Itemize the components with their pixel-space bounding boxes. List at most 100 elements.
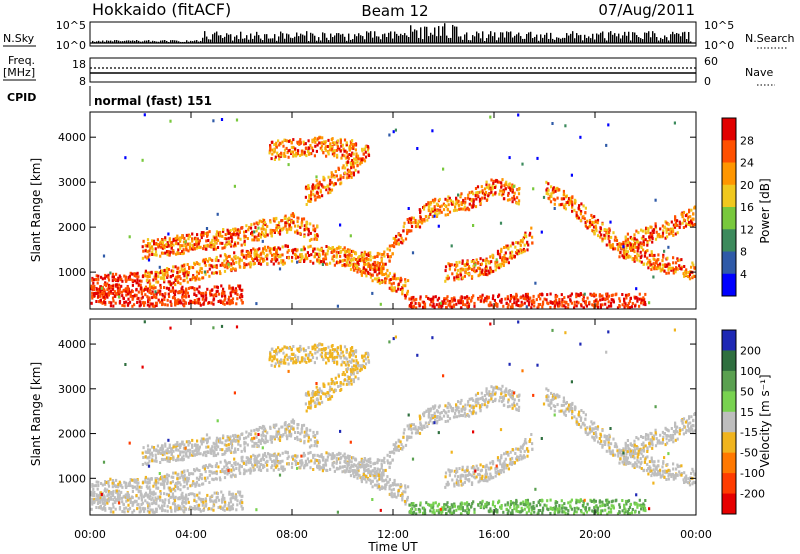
echo-cell xyxy=(272,262,275,266)
echo-cell xyxy=(275,216,278,220)
sky-noise-bar xyxy=(126,40,128,43)
sky-noise-bar xyxy=(102,40,104,43)
echo-cell xyxy=(117,295,121,299)
echo-cell xyxy=(154,477,157,481)
echo-cell xyxy=(176,271,179,274)
echo-cell xyxy=(593,294,596,298)
echo-cell xyxy=(220,284,223,288)
echo-cell xyxy=(277,224,280,228)
echo-cell xyxy=(275,145,278,149)
echo-cell xyxy=(223,497,226,501)
echo-cell xyxy=(330,181,333,185)
echo-cell xyxy=(252,262,255,266)
echo-cell xyxy=(640,254,643,258)
echo-cell xyxy=(633,237,636,241)
echo-cell xyxy=(241,226,244,229)
echo-cell xyxy=(191,438,194,442)
echo-cell xyxy=(401,286,404,289)
echo-cell xyxy=(468,296,471,300)
echo-cell xyxy=(528,301,531,305)
echo-cell xyxy=(336,153,339,157)
echo-cell xyxy=(479,270,482,274)
echo-cell xyxy=(199,303,202,307)
echo-cell xyxy=(146,493,149,497)
echo-cell xyxy=(485,269,488,273)
echo-cell xyxy=(515,294,518,298)
echo-cell xyxy=(286,256,289,259)
echo-cell xyxy=(486,295,489,299)
echo-cell xyxy=(654,261,658,265)
echo-cell xyxy=(599,227,602,230)
echo-cell xyxy=(320,144,324,148)
echo-cell xyxy=(236,232,239,236)
echo-cell xyxy=(144,477,147,481)
echo-cell xyxy=(101,497,104,501)
echo-cell xyxy=(212,504,215,508)
echo-cell xyxy=(330,175,333,179)
echo-cell xyxy=(133,485,136,489)
echo-cell xyxy=(579,293,583,296)
echo-cell xyxy=(592,225,596,229)
echo-cell xyxy=(577,301,580,305)
echo-cell xyxy=(183,267,186,271)
echo-cell xyxy=(143,288,146,291)
echo-cell xyxy=(269,228,272,232)
sky-noise-bar xyxy=(662,39,664,43)
echo-cell xyxy=(346,172,349,176)
echo-cell xyxy=(172,457,175,461)
echo-cell xyxy=(100,493,103,496)
echo-cell xyxy=(346,160,349,164)
echo-cell xyxy=(642,235,645,239)
echo-cell xyxy=(573,208,576,212)
echo-cell xyxy=(584,211,587,215)
echo-cell xyxy=(292,215,295,219)
echo-cell xyxy=(635,229,638,233)
echo-cell xyxy=(147,504,150,508)
echo-cell xyxy=(117,482,120,486)
echo-cell xyxy=(151,496,154,500)
sky-noise-bar xyxy=(282,33,284,43)
echo-cell xyxy=(91,483,94,486)
echo-cell xyxy=(174,508,177,512)
echo-cell xyxy=(221,453,224,456)
echo-cell xyxy=(179,446,182,450)
echo-cell xyxy=(110,301,113,305)
echo-cell xyxy=(376,280,379,284)
echo-cell xyxy=(470,298,473,302)
sky-noise-bar xyxy=(588,36,590,43)
echo-cell xyxy=(324,255,327,259)
echo-cell xyxy=(204,497,207,501)
echo-cell xyxy=(92,494,95,498)
echo-cell xyxy=(233,461,236,465)
echo-cell xyxy=(520,251,523,255)
sky-noise-bar xyxy=(514,35,516,43)
echo-cell xyxy=(507,191,510,195)
echo-cell xyxy=(435,202,438,206)
echo-cell xyxy=(494,268,497,272)
echo-cell xyxy=(224,233,227,237)
echo-cell xyxy=(264,228,267,232)
echo-cell xyxy=(174,279,177,282)
echo-cell xyxy=(392,281,395,285)
echo-cell xyxy=(692,263,695,267)
echo-cell xyxy=(185,476,188,480)
echo-cell xyxy=(676,223,679,227)
echo-cell xyxy=(594,224,597,228)
echo-cell xyxy=(590,213,593,217)
echo-cell xyxy=(185,289,188,293)
echo-cell xyxy=(107,499,110,503)
echo-cell xyxy=(318,261,321,265)
echo-cell xyxy=(463,205,466,209)
echo-cell xyxy=(666,235,669,239)
echo-cell xyxy=(416,147,419,150)
echo-cell xyxy=(619,250,622,254)
echo-cell xyxy=(325,188,328,192)
sky-noise-bar xyxy=(226,33,228,43)
echo-cell xyxy=(672,256,675,260)
echo-cell xyxy=(638,241,641,245)
echo-cell xyxy=(144,293,147,297)
echo-cell xyxy=(142,446,145,450)
echo-cell xyxy=(209,497,212,501)
sky-noise-bar xyxy=(540,34,542,43)
